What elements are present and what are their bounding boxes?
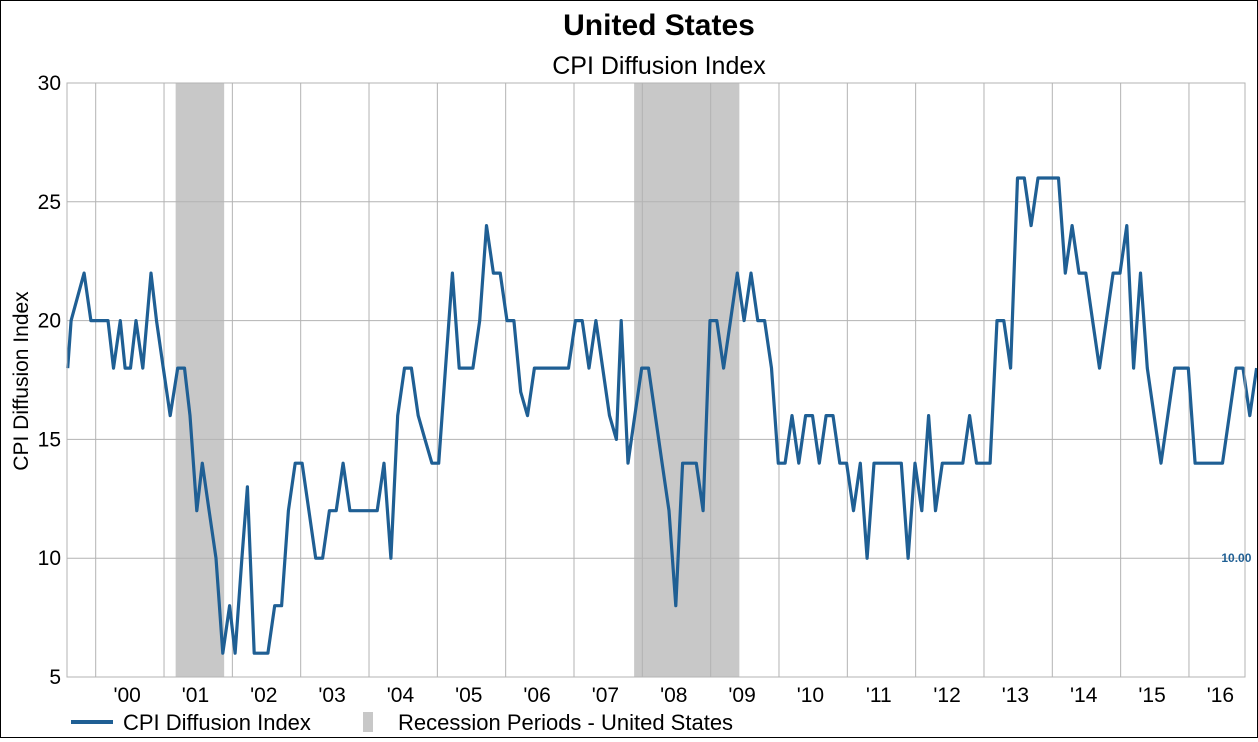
x-tick-label: '03 [318,684,345,707]
x-tick-label: '10 [797,684,824,707]
x-tick-label: '14 [1070,684,1098,707]
y-tick-label: 25 [38,191,61,214]
chart-subtitle: CPI Diffusion Index [552,52,766,80]
x-tick-label: '01 [182,684,209,707]
y-tick-label: 30 [38,72,61,95]
end-value-label: 10.00 [1221,551,1251,565]
legend-label-recession: Recession Periods - United States [398,710,733,735]
chart-title: United States [563,9,755,42]
y-axis-label: CPI Diffusion Index [10,291,33,471]
x-tick-label: '05 [455,684,482,707]
y-tick-label: 5 [49,666,61,689]
x-tick-label: '16 [1207,684,1234,707]
x-tick-label: '15 [1138,684,1165,707]
x-tick-label: '07 [592,684,619,707]
plot-area: 5 10 15 20 25 30 '00 '01 '02 '03 '04 '05 '06 '07 '08 '0… [38,72,1257,707]
x-tick-label: '04 [387,684,415,707]
x-tick-label: '09 [728,684,755,707]
x-tick-label: '08 [660,684,687,707]
legend: CPI Diffusion Index Recession Periods - … [71,710,733,735]
y-tick-label: 10 [38,547,61,570]
y-tick-label: 15 [38,428,61,451]
x-tick-label: '11 [866,684,892,707]
x-tick-label: '02 [250,684,277,707]
legend-label-cpi: CPI Diffusion Index [123,710,311,735]
legend-recession-swatch [363,712,373,732]
y-tick-label: 20 [38,310,61,333]
x-tick-label: '12 [933,684,960,707]
x-tick-label: '13 [1002,684,1029,707]
x-tick-label: '06 [523,684,550,707]
x-tick-label: '00 [113,684,140,707]
